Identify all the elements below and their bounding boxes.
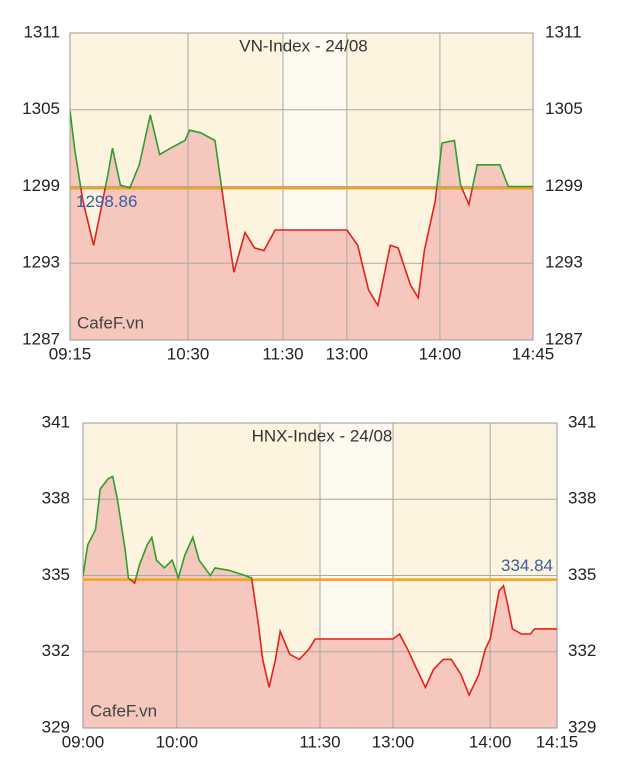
chart: 1298.86 1287 1287 1293 1293 1299 1299 1305 1305 1… — [22, 22, 583, 363]
y-tick-label: 338 — [42, 489, 70, 508]
chart-title: VN-Index - 24/08 — [239, 36, 368, 55]
y-tick-label-right: 329 — [568, 717, 596, 736]
reference-label: 334.84 — [501, 556, 553, 575]
y-tick-label-right: 1305 — [545, 99, 583, 118]
y-tick-label: 1293 — [22, 253, 60, 272]
y-tick-label-right: 338 — [568, 489, 596, 508]
x-tick-label: 14:15 — [536, 732, 579, 751]
y-tick-label: 1311 — [23, 22, 60, 41]
x-tick-label: 13:00 — [372, 732, 415, 751]
reference-label: 1298.86 — [76, 192, 137, 211]
y-tick-label-right: 1293 — [545, 253, 583, 272]
x-tick-label: 13:00 — [326, 344, 369, 363]
chart-title: HNX-Index - 24/08 — [252, 426, 393, 445]
y-tick-label-right: 1311 — [545, 22, 582, 41]
watermark: CafeF.vn — [77, 313, 144, 332]
y-tick-label: 1305 — [22, 99, 60, 118]
y-tick-label: 1287 — [22, 329, 60, 348]
y-tick-label: 332 — [42, 641, 70, 660]
x-tick-label: 11:30 — [262, 344, 303, 363]
x-tick-label: 09:00 — [62, 732, 105, 751]
price-line-down — [129, 579, 557, 698]
y-tick-label: 335 — [42, 565, 70, 584]
y-tick-label: 329 — [42, 717, 70, 736]
x-tick-label: 14:00 — [419, 344, 462, 363]
x-tick-label: 14:45 — [512, 344, 555, 363]
y-tick-label-right: 1299 — [545, 176, 583, 195]
price-line-up — [70, 110, 533, 189]
y-tick-label: 1299 — [22, 176, 60, 195]
x-tick-label: 10:30 — [167, 344, 210, 363]
x-tick-label: 11:30 — [299, 732, 340, 751]
x-tick-label: 10:00 — [156, 732, 199, 751]
y-tick-label-right: 1287 — [545, 329, 583, 348]
x-tick-label: 09:15 — [49, 344, 92, 363]
area-fill — [70, 111, 533, 340]
x-tick-label: 14:00 — [469, 732, 512, 751]
y-tick-label: 341 — [42, 412, 70, 431]
y-tick-label-right: 332 — [568, 641, 596, 660]
watermark: CafeF.vn — [90, 701, 157, 720]
y-tick-label-right: 335 — [568, 565, 596, 584]
chart: 334.84 329 329 332 332 335 335 338 338 341 341 09:0… — [42, 412, 597, 751]
y-tick-label-right: 341 — [568, 412, 596, 431]
price-line-down — [80, 188, 474, 308]
